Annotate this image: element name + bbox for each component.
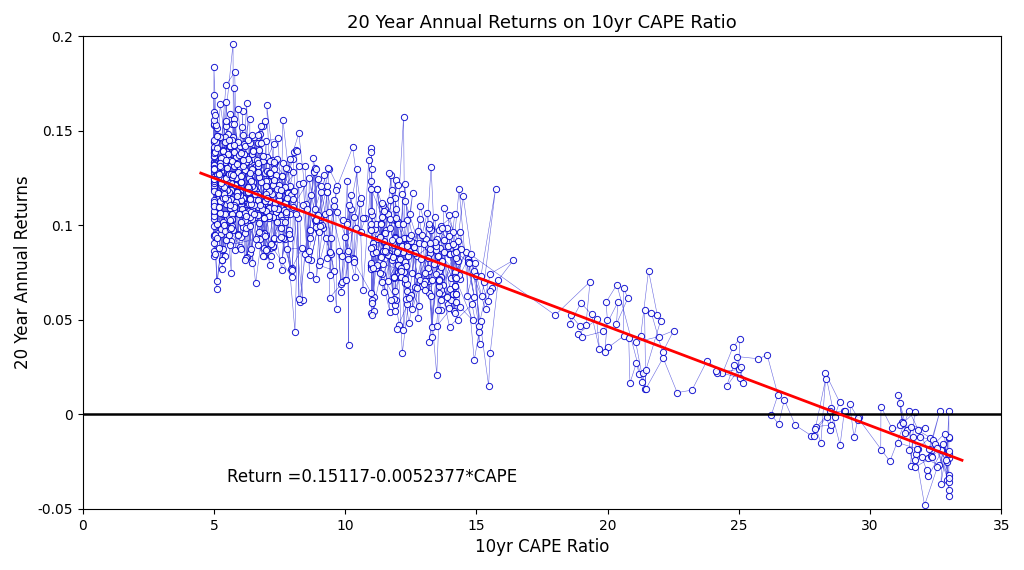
X-axis label: 10yr CAPE Ratio: 10yr CAPE Ratio [475,538,609,556]
Y-axis label: 20 Year Annual Returns: 20 Year Annual Returns [14,176,32,369]
Text: Return =0.15117-0.0052377*CAPE: Return =0.15117-0.0052377*CAPE [227,469,517,486]
Title: 20 Year Annual Returns on 10yr CAPE Ratio: 20 Year Annual Returns on 10yr CAPE Rati… [347,14,737,32]
